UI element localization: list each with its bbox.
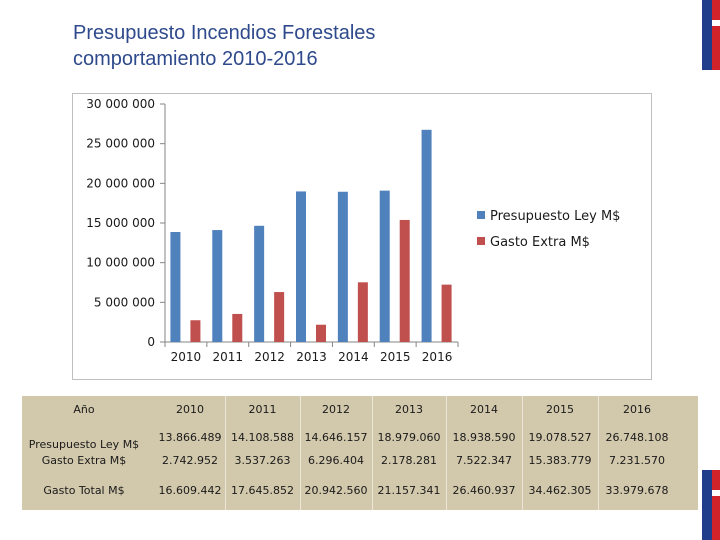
table-header-year: 2015: [546, 403, 574, 416]
table-cell-value: 18.979.060: [377, 431, 441, 444]
y-tick-label: 25 000 000: [86, 137, 155, 151]
table-cell-value: 26.460.937: [452, 484, 516, 497]
bar-gasto-extra: [399, 219, 410, 342]
table-header-year: 2010: [176, 403, 204, 416]
bar-presupuesto: [379, 190, 390, 342]
bar-gasto-extra: [232, 313, 243, 342]
bar-presupuesto: [212, 230, 223, 342]
flag-stripe-top: [702, 0, 720, 70]
table-column-divider: [522, 396, 523, 510]
table-cell-value: 3.537.263: [234, 454, 291, 467]
table-cell-value: 14.646.157: [304, 431, 368, 444]
slide-title-line1: Presupuesto Incendios Forestales: [73, 22, 376, 44]
y-tick-label: 10 000 000: [86, 256, 155, 270]
table-header-year: 2014: [470, 403, 498, 416]
table-cell-value: 2.742.952: [162, 454, 218, 467]
bar-presupuesto: [337, 191, 348, 342]
table-header-year: 2016: [623, 403, 651, 416]
bar-gasto-extra: [274, 292, 285, 342]
legend-label: Presupuesto Ley M$: [490, 209, 620, 224]
x-tick-label: 2015: [380, 350, 411, 364]
y-tick-label: 30 000 000: [86, 97, 155, 111]
y-tick-label: 15 000 000: [86, 216, 155, 230]
table-cell-value: 21.157.341: [377, 484, 441, 497]
table-cell-value: 14.108.588: [231, 431, 294, 444]
data-table: Año 2010 2011 2012 2013 2014 2015 2016 Presupues…: [22, 396, 698, 510]
table-cell-value: 7.522.347: [456, 454, 512, 467]
x-tick-label: 2012: [254, 350, 285, 364]
table-header-year: 2012: [322, 403, 350, 416]
bar-chart: 0 5 000 000 10 000 000 15 000 000 20 000 000…: [86, 97, 620, 364]
table-cell-value: 7.231.570: [609, 454, 665, 467]
table-cell-value: 34.462.305: [528, 484, 592, 497]
table-cell-value: 17.645.852: [231, 484, 294, 497]
table-header-label: Año: [73, 403, 95, 416]
bar-presupuesto: [296, 191, 306, 342]
x-tick-label: 2014: [338, 350, 369, 364]
table-column-divider: [300, 396, 301, 510]
y-tick-label: 5 000 000: [94, 295, 155, 309]
table-cell-value: 20.942.560: [304, 484, 368, 497]
table-cell-value: 18.938.590: [452, 431, 516, 444]
bar-gasto-extra: [190, 320, 201, 342]
table-cell-value: 15.383.779: [528, 454, 592, 467]
bar-presupuesto: [170, 231, 181, 342]
x-tick-label: 2011: [213, 350, 244, 364]
table-cell-value: 13.866.489: [158, 431, 222, 444]
table-column-divider: [446, 396, 447, 510]
x-tick-label: 2010: [171, 350, 202, 364]
bar-gasto-extra: [357, 282, 368, 342]
y-tick-label: 0: [147, 335, 155, 349]
legend-marker-presupuesto: [477, 211, 485, 219]
table-header-year: 2011: [248, 403, 277, 416]
table-row-label: Gasto Extra M$: [41, 454, 127, 467]
slide-title-line2: comportamiento 2010-2016: [73, 48, 318, 70]
bar-gasto-extra: [441, 284, 452, 342]
table-cell-value: 16.609.442: [158, 484, 222, 497]
bar-chart-frame: 0 5 000 000 10 000 000 15 000 000 20 000 000…: [72, 93, 652, 380]
table-column-divider: [372, 396, 373, 510]
table-cell-value: 2.178.281: [381, 454, 437, 467]
table-column-divider: [598, 396, 599, 510]
table-row-label: Presupuesto Ley M$: [28, 438, 140, 451]
table-cell-value: 26.748.108: [605, 431, 669, 444]
bar-presupuesto: [254, 225, 265, 342]
table-header-year: 2013: [395, 403, 423, 416]
slide-title: Presupuesto Incendios Forestales comport…: [73, 20, 633, 72]
table-cell-value: 19.078.527: [528, 431, 592, 444]
flag-stripe-bottom: [702, 470, 720, 540]
x-tick-label: 2013: [296, 350, 327, 364]
table-column-divider: [225, 396, 226, 510]
bar-presupuesto: [421, 129, 432, 342]
legend-label: Gasto Extra M$: [490, 235, 590, 250]
bar-gasto-extra: [316, 324, 326, 342]
legend-marker-gasto-extra: [477, 237, 485, 245]
y-tick-label: 20 000 000: [86, 176, 155, 190]
x-tick-label: 2016: [422, 350, 453, 364]
table-row-label: Gasto Total M$: [43, 484, 125, 497]
table-cell-value: 33.979.678: [605, 484, 669, 497]
table-cell-value: 6.296.404: [308, 454, 364, 467]
